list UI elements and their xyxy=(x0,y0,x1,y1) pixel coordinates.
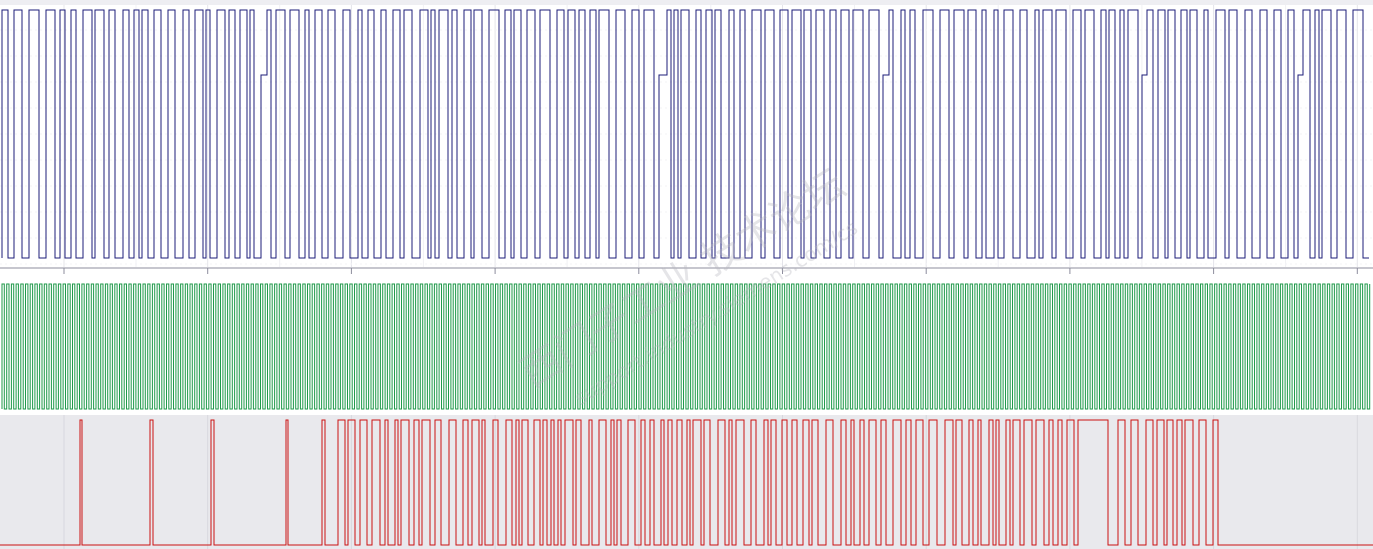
top-border xyxy=(0,0,1373,5)
red-trace xyxy=(0,419,1373,546)
green-trace xyxy=(1,283,1371,410)
grid xyxy=(0,5,1373,549)
blue-trace xyxy=(1,9,1369,259)
